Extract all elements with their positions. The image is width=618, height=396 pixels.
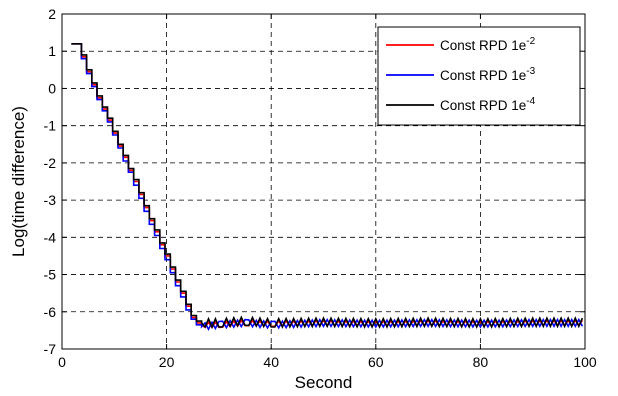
legend-label-exponent: -2 — [526, 36, 535, 47]
legend-label-exponent: -4 — [526, 96, 535, 107]
y-tick-label: -7 — [44, 341, 57, 357]
legend-box — [377, 26, 581, 126]
x-tick-label: 100 — [573, 354, 597, 370]
y-tick-label: 2 — [48, 6, 56, 22]
x-tick-label: 20 — [159, 354, 175, 370]
y-tick-label: 0 — [48, 80, 56, 96]
legend-label-base: Const RPD 1e — [440, 38, 526, 53]
axis-ticks: 0 20 40 60 80 100 2 1 0 -1 -2 -3 -4 -5 -6 -7 — [44, 6, 597, 370]
plot-frame — [61, 13, 586, 350]
y-tick-label: -3 — [44, 192, 57, 208]
x-tick-label: 40 — [263, 354, 279, 370]
legend-label-3: Const RPD 1e-4 — [440, 96, 536, 113]
x-tick-label: 60 — [368, 354, 384, 370]
y-axis-title: Log(time difference) — [9, 106, 28, 257]
legend-label-base: Const RPD 1e — [440, 68, 526, 83]
y-tick-label: -1 — [44, 118, 57, 134]
series-line-3 — [71, 43, 584, 330]
series-group — [71, 43, 584, 332]
y-tick-label: -5 — [44, 267, 57, 283]
y-tick-label: -4 — [44, 229, 57, 245]
y-tick-label: 1 — [48, 43, 56, 59]
legend-label-2: Const RPD 1e-3 — [440, 66, 536, 83]
y-tick-label: -6 — [44, 304, 57, 320]
legend-label-exponent: -3 — [526, 66, 535, 77]
legend-label-1: Const RPD 1e-2 — [440, 36, 536, 53]
legend-label-base: Const RPD 1e — [440, 98, 526, 113]
x-axis-title: Second — [295, 373, 353, 392]
y-tick-label: -2 — [44, 155, 57, 171]
x-tick-label: 80 — [473, 354, 489, 370]
x-tick-label: 0 — [58, 354, 66, 370]
